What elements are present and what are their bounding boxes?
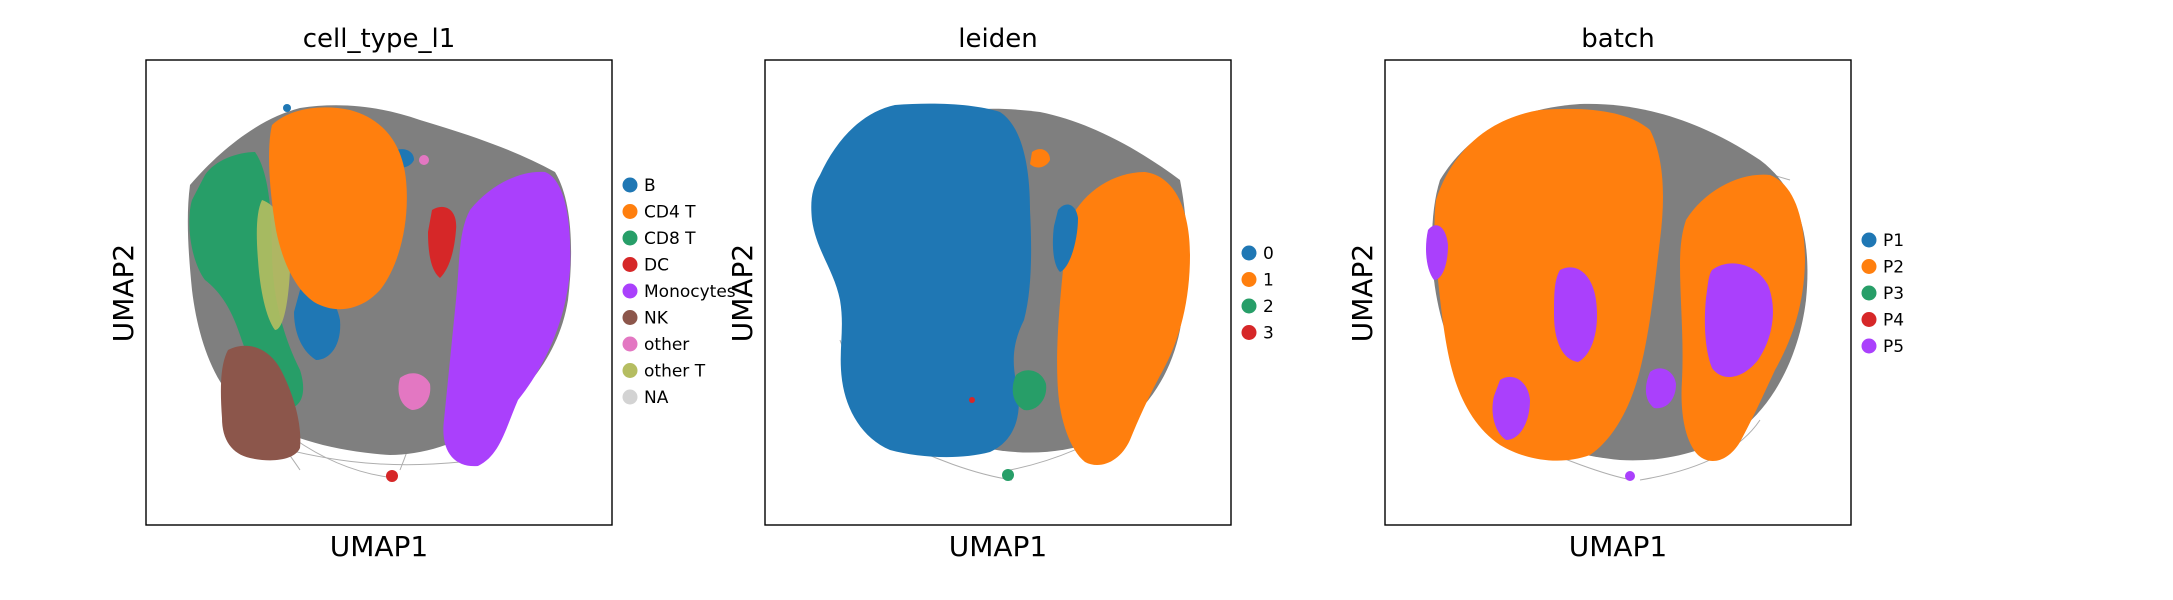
legend-marker [1861, 312, 1877, 327]
legend-label: NA [644, 388, 669, 408]
legend-label: DC [644, 256, 669, 276]
legend-label: 3 [1263, 324, 1274, 344]
legend-item: DC [622, 256, 669, 276]
legend-marker [622, 204, 638, 219]
legend-marker [622, 177, 638, 193]
legend-label: Monocytes [644, 282, 736, 302]
region-p5-mid [1645, 368, 1676, 409]
region-0-spur [1052, 204, 1078, 272]
umap-embedding [1426, 103, 1808, 481]
legend-item: Monocytes [622, 282, 736, 302]
region-0 [811, 103, 1032, 458]
x-axis-label: UMAP1 [949, 530, 1048, 563]
region-2 [1012, 370, 1047, 411]
legend: 0 1 2 3 [1241, 244, 1274, 344]
region-p2-left [1434, 108, 1663, 461]
legend-label: 0 [1263, 244, 1274, 264]
region-p5-left-edge [1426, 225, 1448, 280]
axes-frame [764, 59, 1232, 526]
legend-label: B [644, 176, 656, 196]
legend-item: NA [622, 388, 669, 408]
legend-label: P2 [1883, 258, 1904, 278]
legend-label: P3 [1883, 284, 1904, 304]
legend-label: CD4 T [644, 203, 696, 223]
legend-item: P1 [1861, 231, 1904, 251]
legend-marker [1861, 259, 1877, 274]
legend-item: CD8 T [622, 229, 696, 249]
region-3 [969, 397, 975, 403]
region-1 [1057, 172, 1190, 466]
panel-batch: batch UMAP1 UMAP2 P1 P2 P3 P4 P5 [1346, 24, 1904, 563]
legend-item: 2 [1241, 297, 1274, 317]
legend-marker [1861, 285, 1877, 301]
umap-embedding [811, 103, 1190, 481]
y-axis-label: UMAP2 [726, 244, 759, 343]
x-axis-label: UMAP1 [330, 530, 429, 563]
legend-label: 2 [1263, 297, 1274, 317]
legend-marker [1861, 338, 1877, 354]
y-axis-label: UMAP2 [1346, 244, 1379, 343]
x-axis-label: UMAP1 [1569, 530, 1668, 563]
legend-label: other T [644, 362, 706, 382]
legend-marker [1241, 325, 1257, 340]
region-monocytes [443, 171, 571, 467]
legend-label: P5 [1883, 337, 1904, 357]
legend-label: NK [644, 309, 669, 329]
panel-title: cell_type_l1 [303, 24, 456, 54]
legend-item: P5 [1861, 337, 1904, 357]
legend-marker [622, 363, 638, 378]
legend: P1 P2 P3 P4 P5 [1861, 231, 1904, 357]
region-cd4-t [269, 107, 407, 310]
legend-item: P2 [1861, 258, 1904, 278]
region-nk [220, 345, 301, 461]
legend-marker [1241, 298, 1257, 314]
legend-label: other [644, 335, 689, 355]
y-axis-label: UMAP2 [107, 244, 140, 343]
region-p5-right [1704, 263, 1773, 378]
region-other-top [419, 155, 429, 165]
legend-label: 1 [1263, 271, 1274, 291]
legend-label: P1 [1883, 231, 1904, 251]
legend-marker [622, 389, 638, 405]
legend-item: B [622, 176, 656, 196]
umap-embedding [187, 104, 572, 482]
legend-item: P4 [1861, 311, 1904, 331]
legend-label: CD8 T [644, 229, 696, 249]
panel-cell-type-l1: cell_type_l1 UMAP1 [107, 24, 736, 563]
legend-item: CD4 T [622, 203, 696, 223]
axes-frame [1384, 59, 1852, 526]
panel-leiden: leiden UMAP1 UMAP2 0 1 2 3 [726, 24, 1274, 563]
legend-label: P4 [1883, 311, 1904, 331]
legend-marker [622, 257, 638, 272]
panel-title: leiden [958, 24, 1037, 54]
legend-item: 3 [1241, 324, 1274, 344]
legend-marker [1241, 272, 1257, 287]
legend-item: other [622, 335, 689, 355]
region-other [398, 373, 431, 410]
region-p5-bottom [1625, 471, 1635, 481]
axes-frame [145, 59, 613, 526]
legend-item: NK [622, 309, 669, 329]
legend-marker [1861, 232, 1877, 248]
region-b-top-tip [283, 104, 291, 112]
region-p5-center [1554, 267, 1598, 362]
legend-item: other T [622, 362, 706, 382]
region-p5-lower [1492, 376, 1530, 440]
region-1-top [1030, 149, 1050, 168]
legend-marker [622, 283, 638, 299]
region-cd8-t [189, 152, 304, 409]
panel-title: batch [1581, 24, 1654, 54]
legend-marker [622, 230, 638, 246]
legend-marker [1241, 245, 1257, 261]
region-2-bottom [1002, 469, 1014, 481]
region-dc [428, 206, 457, 278]
legend: B CD4 T CD8 T DC Monocytes NK other other T NA [622, 176, 736, 408]
legend-item: 0 [1241, 244, 1274, 264]
legend-item: P3 [1861, 284, 1904, 304]
legend-marker [622, 310, 638, 325]
legend-item: 1 [1241, 271, 1274, 291]
legend-marker [622, 336, 638, 352]
region-dc-bottom [386, 470, 398, 482]
